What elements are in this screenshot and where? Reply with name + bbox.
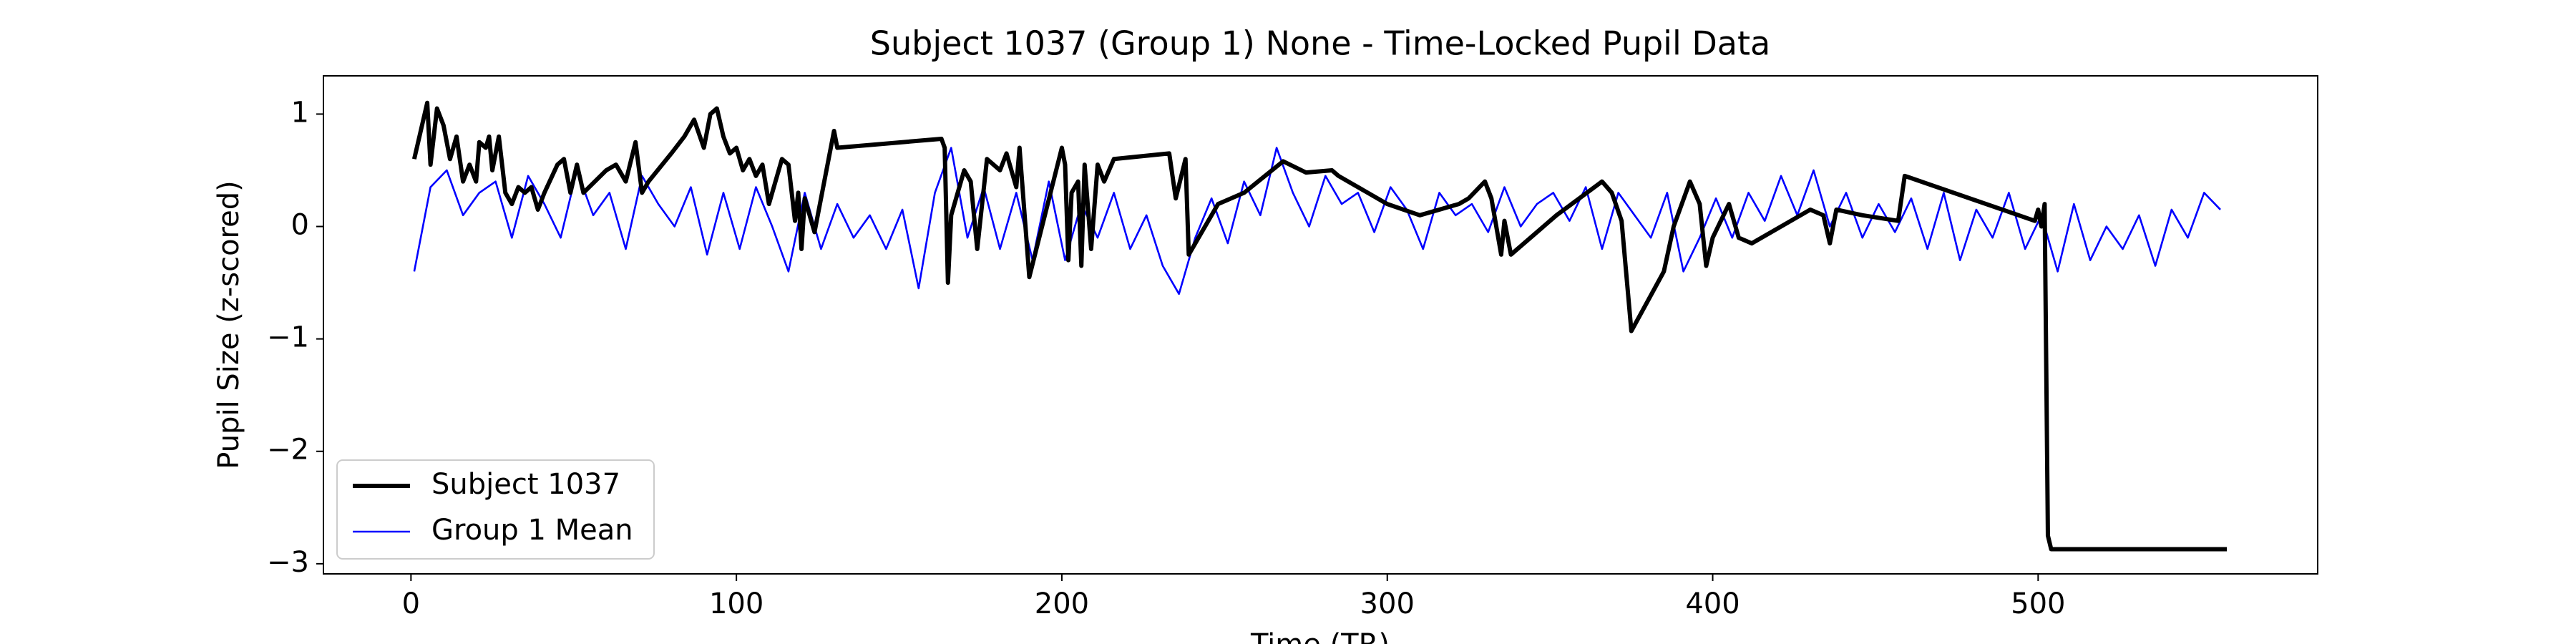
legend-box — [336, 459, 655, 560]
x-tick-label: 0 — [402, 587, 420, 620]
chart-title: Subject 1037 (Group 1) None - Time-Locke… — [870, 24, 1770, 63]
data-line — [411, 100, 2228, 552]
x-tick-label: 100 — [709, 587, 763, 620]
y-tick-label: −3 — [267, 546, 309, 579]
legend-label: Subject 1037 — [431, 468, 620, 501]
y-tick-label: −2 — [267, 434, 309, 467]
plot-frame — [323, 75, 2318, 575]
legend-label: Group 1 Mean — [431, 514, 633, 547]
x-tick-label: 300 — [1360, 587, 1415, 620]
x-tick-label: 400 — [1685, 587, 1740, 620]
x-axis-label: Time (TR) — [1250, 628, 1390, 644]
y-axis-label: Pupil Size (z-scored) — [213, 180, 245, 469]
y-tick-label: −1 — [267, 321, 309, 354]
data-line — [413, 147, 2221, 296]
x-tick-label: 500 — [2011, 587, 2065, 620]
y-tick-label: 1 — [291, 96, 309, 129]
y-tick-label: 0 — [291, 209, 309, 242]
x-tick-label: 200 — [1035, 587, 1089, 620]
